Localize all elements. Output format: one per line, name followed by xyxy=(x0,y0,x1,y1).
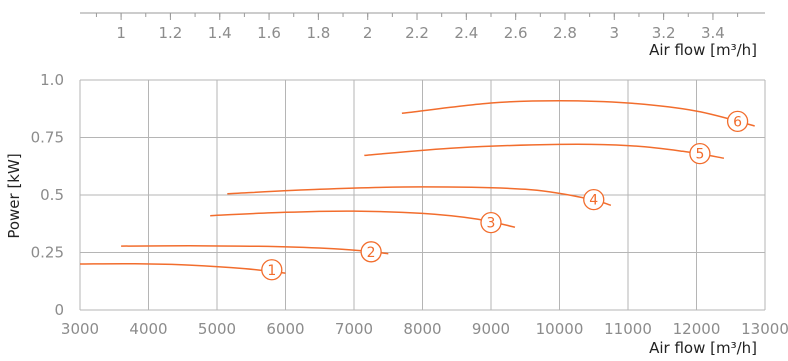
curve-marker-6 xyxy=(726,110,749,133)
x-tick-label: 12000 xyxy=(673,320,721,338)
x-tick-label: 7000 xyxy=(335,320,373,338)
top-axis-tick-label: 3 xyxy=(610,24,620,42)
x-tick-label: 3000 xyxy=(61,320,99,338)
curve-marker-2 xyxy=(360,241,382,263)
curve-marker-label-3: 3 xyxy=(487,216,496,232)
curve-marker-1 xyxy=(261,259,283,281)
top-axis-tick-label: 1 xyxy=(116,24,126,42)
curve-marker-label-6: 6 xyxy=(733,114,742,130)
series-3-line xyxy=(210,210,516,228)
curve-marker-4 xyxy=(583,188,605,211)
x-tick-label: 6000 xyxy=(266,320,304,338)
x-tick-label: 5000 xyxy=(198,320,236,338)
curve-marker-label-1: 1 xyxy=(267,263,276,279)
x-axis-title: Air flow [m³/h] xyxy=(649,339,757,357)
top-axis-tick-label: 1.6 xyxy=(257,24,281,42)
y-tick-label: 0 xyxy=(54,301,64,319)
series-4-line xyxy=(227,186,612,207)
axis-layer: 3000 4000 5000 6000 7000 8000 9000 10000 11000 12… xyxy=(31,12,788,338)
top-axis-tick-label: 2.2 xyxy=(405,24,429,42)
top-axis-title: Air flow [m³/h] xyxy=(649,41,757,59)
x-tick-label: 8000 xyxy=(403,320,441,338)
x-tick-label: 9000 xyxy=(472,320,510,338)
top-axis-tick-label: 1.4 xyxy=(208,24,232,42)
top-axis-tick-label: 3.2 xyxy=(652,24,676,42)
y-tick-label: 0.75 xyxy=(31,129,64,147)
top-axis-tick-label: 2 xyxy=(363,24,373,42)
top-axis-tick-label: 1.2 xyxy=(158,24,182,42)
y-axis-title: Power [kW] xyxy=(5,153,23,238)
top-axis-tick-label: 1.8 xyxy=(306,24,330,42)
series-6-line xyxy=(401,99,755,127)
curve-layer xyxy=(79,99,755,274)
curve-marker-label-4: 4 xyxy=(589,193,598,209)
curve-marker-label-2: 2 xyxy=(367,245,376,261)
x-tick-label: 11000 xyxy=(604,320,652,338)
y-tick-label: 0.5 xyxy=(40,186,64,204)
series-1-line xyxy=(79,262,286,274)
top-axis-tick-label: 3.4 xyxy=(701,24,725,42)
top-axis-tick-label: 2.4 xyxy=(454,24,478,42)
x-tick-label: 4000 xyxy=(129,320,167,338)
curve-marker-5 xyxy=(689,142,711,165)
grid-layer xyxy=(79,79,766,311)
x-tick-label: 10000 xyxy=(536,320,584,338)
curve-marker-3 xyxy=(480,211,502,234)
marker-layer: 1 2 3 4 5 6 xyxy=(261,110,749,281)
curve-marker-label-5: 5 xyxy=(695,147,704,163)
y-tick-label: 0.25 xyxy=(31,244,64,262)
top-axis-tick-label: 2.8 xyxy=(553,24,577,42)
top-axis-tick-label: 2.6 xyxy=(504,24,528,42)
x-tick-label: 13000 xyxy=(741,320,788,338)
y-tick-label: 1.0 xyxy=(40,71,64,89)
series-5-line xyxy=(364,143,725,159)
